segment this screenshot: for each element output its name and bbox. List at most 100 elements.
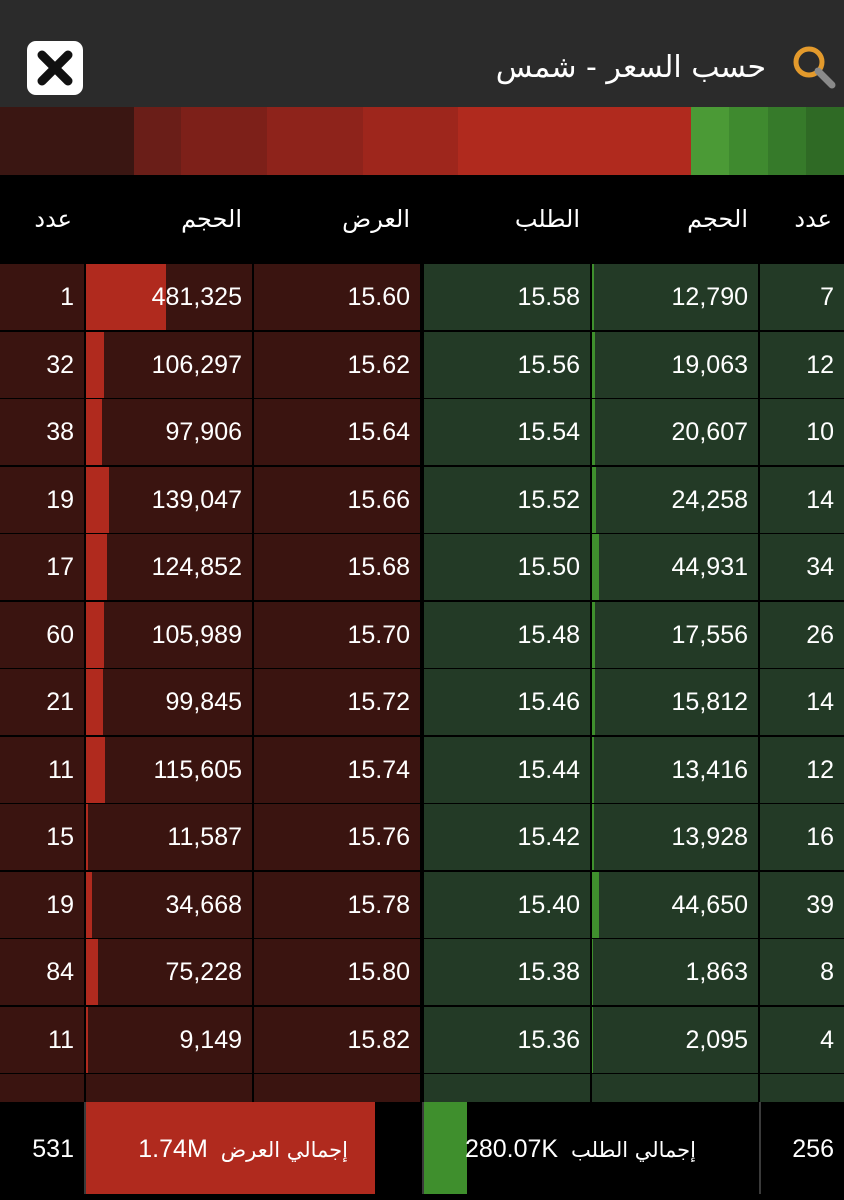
- ask-volume-cell: 99,845: [86, 669, 252, 735]
- ask-price-value: 15.72: [347, 688, 410, 716]
- bid-count-cell: 12: [760, 331, 844, 398]
- depth-segment: [805, 107, 844, 175]
- bid-price-value: 15.56: [517, 350, 580, 379]
- ask-count-cell: 32: [0, 331, 84, 398]
- table-row[interactable]: 60 105,989 15.70 15.48 17,556 26: [0, 601, 844, 668]
- bid-volume-cell: 13,416: [592, 736, 758, 803]
- ask-count-cell: [0, 1074, 84, 1102]
- bid-volume-value: 44,650: [671, 890, 748, 919]
- ask-volume-bar: [86, 939, 99, 1005]
- header-bid-count: عدد: [794, 205, 832, 233]
- header-ask-count: عدد: [34, 205, 72, 233]
- ask-count-cell: 60: [0, 601, 84, 668]
- bid-price-value: 15.46: [517, 688, 580, 716]
- bid-count-cell: 39: [760, 871, 844, 938]
- bid-volume-bar: [592, 399, 596, 465]
- ask-volume-cell: 124,852: [86, 534, 252, 600]
- header-ask-volume: الحجم: [181, 205, 242, 233]
- ask-volume-value: 106,297: [151, 350, 242, 379]
- bid-price-cell: 15.48: [424, 601, 590, 668]
- table-row[interactable]: 19 139,047 15.66 15.52 24,258 14: [0, 466, 844, 533]
- table-row[interactable]: 38 97,906 15.64 15.54 20,607 10: [0, 399, 844, 465]
- ask-price-value: 15.68: [347, 553, 410, 581]
- ask-count-value: 19: [46, 485, 74, 514]
- page-title: حسب السعر - شمس: [495, 50, 766, 85]
- ask-volume-cell: 139,047: [86, 466, 252, 533]
- bid-price-cell: 15.42: [424, 804, 590, 870]
- bid-price-cell: 15.52: [424, 466, 590, 533]
- table-row[interactable]: 19 34,668 15.78 15.40 44,650 39: [0, 871, 844, 938]
- ask-volume-cell: 97,906: [86, 399, 252, 465]
- ask-volume-bar: [86, 871, 92, 938]
- ask-count-cell: 38: [0, 399, 84, 465]
- table-row[interactable]: 1 481,325 15.60 15.58 12,790 7: [0, 264, 844, 330]
- ask-count-value: 11: [48, 755, 74, 784]
- depth-segment: [729, 107, 768, 175]
- table-row[interactable]: 84 75,228 15.80 15.38 1,863 8: [0, 939, 844, 1005]
- bid-volume-bar: [592, 736, 595, 803]
- bid-count-value: 12: [806, 755, 834, 784]
- order-book-table[interactable]: 1 481,325 15.60 15.58 12,790 7 32 106,297 15.62 1…: [0, 264, 844, 1102]
- bid-count-value: 4: [820, 1025, 834, 1054]
- bid-price-cell: 15.38: [424, 939, 590, 1005]
- ask-count-cell: 11: [0, 1006, 84, 1073]
- ask-count-cell: 1: [0, 264, 84, 330]
- app-header: حسب السعر - شمس: [0, 0, 844, 107]
- bid-count-cell: 10: [760, 399, 844, 465]
- bid-price-value: 15.36: [517, 1025, 580, 1054]
- bid-price-value: 15.52: [517, 485, 580, 514]
- table-row[interactable]: 11 9,149 15.82 15.36 2,095 4: [0, 1006, 844, 1073]
- bid-price-value: 15.48: [517, 620, 580, 649]
- ask-volume-bar: [86, 331, 104, 398]
- bid-volume-bar: [592, 264, 595, 330]
- ask-price-value: 15.60: [347, 283, 410, 311]
- bid-price-value: 15.54: [517, 418, 580, 446]
- ask-count-value: 84: [46, 958, 74, 986]
- ask-count-cell: 15: [0, 804, 84, 870]
- bid-volume-bar: [592, 534, 600, 600]
- bid-price-value: 15.50: [517, 553, 580, 581]
- ask-volume-bar: [86, 466, 110, 533]
- ask-total: إجمالي العرض 1.74M: [138, 1130, 348, 1169]
- ask-volume-bar: [86, 601, 104, 668]
- ask-volume-cell: 481,325: [86, 264, 252, 330]
- ask-count-value: 32: [46, 350, 74, 379]
- bid-volume-bar: [592, 804, 595, 870]
- bid-volume-value: 15,812: [671, 688, 748, 716]
- bid-volume-cell: 24,258: [592, 466, 758, 533]
- table-row[interactable]: 11 115,605 15.74 15.44 13,416 12: [0, 736, 844, 803]
- table-row[interactable]: [0, 1074, 844, 1102]
- footer-divider: [759, 1102, 761, 1194]
- table-row[interactable]: 17 124,852 15.68 15.50 44,931 34: [0, 534, 844, 600]
- ask-count-value: 11: [48, 1025, 74, 1054]
- ask-volume-value: 139,047: [151, 485, 242, 514]
- ask-volume-value: 34,668: [165, 890, 242, 919]
- table-row[interactable]: 15 11,587 15.76 15.42 13,928 16: [0, 804, 844, 870]
- bid-volume-cell: 19,063: [592, 331, 758, 398]
- bid-count-value: 14: [806, 485, 834, 514]
- ask-volume-cell: 75,228: [86, 939, 252, 1005]
- ask-price-cell: 15.82: [254, 1006, 420, 1073]
- ask-price-value: 15.70: [347, 620, 410, 649]
- ask-price-value: 15.76: [347, 823, 410, 851]
- ask-price-value: 15.74: [347, 755, 410, 784]
- ask-count-total: 531: [32, 1135, 74, 1163]
- ask-price-value: 15.80: [347, 958, 410, 986]
- bid-price-cell: 15.44: [424, 736, 590, 803]
- depth-segment: [362, 107, 459, 175]
- bid-count-value: 14: [806, 688, 834, 716]
- ask-volume-value: 11,587: [167, 823, 242, 851]
- bid-price-cell: 15.46: [424, 669, 590, 735]
- table-row[interactable]: 32 106,297 15.62 15.56 19,063 12: [0, 331, 844, 398]
- depth-segment: [691, 107, 730, 175]
- ask-total-value: 1.74M: [138, 1135, 208, 1163]
- bid-price-cell: [424, 1074, 590, 1102]
- ask-price-cell: 15.76: [254, 804, 420, 870]
- search-icon[interactable]: [790, 43, 838, 91]
- ask-volume-cell: 106,297: [86, 331, 252, 398]
- close-button[interactable]: [27, 41, 83, 95]
- bid-count-value: 26: [806, 620, 834, 649]
- bid-total-value: 280.07K: [464, 1135, 559, 1163]
- table-row[interactable]: 21 99,845 15.72 15.46 15,812 14: [0, 669, 844, 735]
- ask-volume-bar: [86, 1006, 88, 1073]
